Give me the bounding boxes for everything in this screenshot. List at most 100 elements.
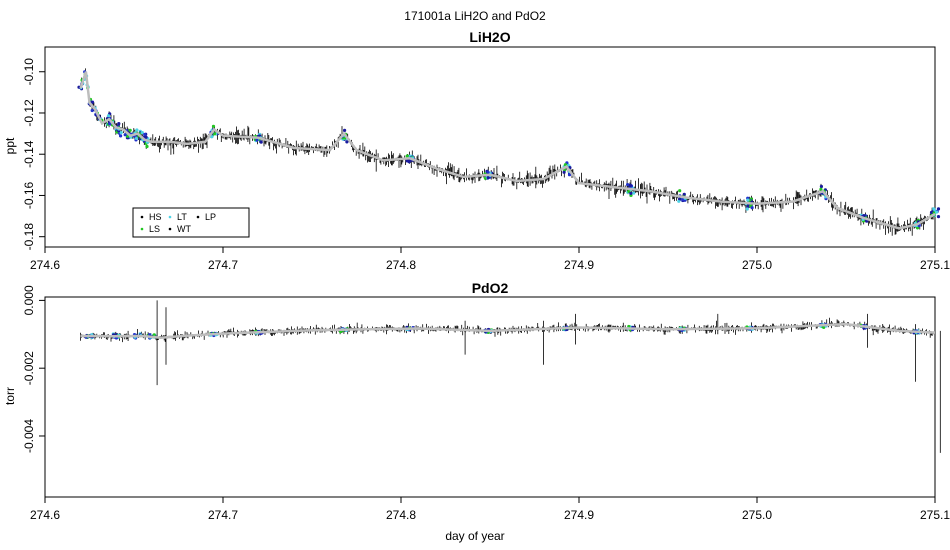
calibration-point bbox=[145, 144, 149, 149]
calibration-point bbox=[629, 191, 633, 195]
legend-marker-hs bbox=[140, 215, 144, 219]
calibration-point bbox=[405, 159, 409, 163]
calibration-point bbox=[936, 215, 941, 219]
calibration-point bbox=[140, 131, 144, 135]
pdo2-x-label: day of year bbox=[445, 529, 504, 543]
x-tick-label: 275.1 bbox=[920, 508, 950, 522]
calibration-point bbox=[107, 122, 112, 126]
calibration-point bbox=[750, 206, 754, 210]
calibration-point bbox=[819, 184, 824, 189]
calibration-point bbox=[343, 128, 347, 132]
legend-item-wt: WT bbox=[168, 224, 191, 234]
calibration-point bbox=[678, 197, 682, 201]
lih2o-panel: LiH2O 274.6 274.7 274.8 274.9 275.0 275.1 -0.… bbox=[3, 29, 950, 272]
calibration-point bbox=[123, 133, 127, 137]
pdo2-panel: PdO2 274.6 274.7 274.8 274.9 275.0 275.1 0.00… bbox=[3, 280, 950, 543]
legend-label-lt: LT bbox=[177, 212, 187, 222]
x-tick-label: 274.9 bbox=[564, 258, 594, 272]
legend-item-lp: LP bbox=[196, 212, 216, 222]
x-tick-label: 275.0 bbox=[742, 258, 772, 272]
legend-label-lp: LP bbox=[205, 212, 216, 222]
x-tick-label: 274.7 bbox=[208, 258, 238, 272]
legend-label-hs: HS bbox=[149, 212, 162, 222]
pdo2-plot-frame bbox=[44, 296, 936, 498]
y-tick-label: -0.14 bbox=[22, 140, 36, 168]
pdo2-noise-band bbox=[80, 300, 941, 453]
calibration-point bbox=[819, 187, 823, 191]
calibration-point bbox=[486, 170, 490, 174]
y-tick-label: -0.002 bbox=[22, 351, 36, 385]
x-tick-label: 274.7 bbox=[208, 508, 238, 522]
lih2o-panel-title: LiH2O bbox=[469, 29, 510, 45]
calibration-point bbox=[345, 140, 349, 144]
calibration-point bbox=[90, 108, 94, 113]
legend: HS LT LP LS WT bbox=[132, 207, 250, 238]
legend-marker-lp bbox=[196, 215, 200, 219]
calibration-point bbox=[682, 192, 686, 196]
figure-title: 171001a LiH2O and PdO2 bbox=[404, 9, 546, 23]
calibration-point bbox=[681, 198, 685, 202]
y-tick-label: -0.12 bbox=[22, 99, 36, 127]
calibration-point bbox=[936, 207, 941, 211]
calibration-point bbox=[746, 198, 750, 202]
legend-item-ls: LS bbox=[140, 224, 160, 234]
lih2o-colored-points bbox=[77, 70, 941, 230]
calibration-point bbox=[90, 100, 94, 104]
x-tick-label: 274.6 bbox=[30, 258, 60, 272]
pdo2-y-axis: 0.000 -0.002 -0.004 bbox=[22, 285, 45, 453]
calibration-point bbox=[255, 138, 259, 142]
calibration-point bbox=[106, 114, 111, 118]
lih2o-y-axis: -0.10 -0.12 -0.14 -0.16 -0.18 bbox=[22, 58, 45, 251]
calibration-point bbox=[211, 124, 216, 128]
legend-item-hs: HS bbox=[140, 212, 162, 222]
lih2o-plot-frame bbox=[44, 46, 936, 248]
x-tick-label: 274.9 bbox=[564, 508, 594, 522]
calibration-point bbox=[745, 207, 749, 211]
y-tick-label: -0.18 bbox=[22, 223, 36, 251]
calibration-point bbox=[119, 131, 123, 135]
calibration-point bbox=[935, 210, 939, 214]
y-tick-label: -0.004 bbox=[22, 419, 36, 453]
legend-marker-ls bbox=[140, 227, 144, 231]
pdo2-panel-title: PdO2 bbox=[472, 280, 509, 296]
calibration-point bbox=[144, 135, 148, 139]
calibration-point bbox=[134, 136, 139, 140]
x-tick-label: 275.1 bbox=[920, 258, 950, 272]
y-tick-label: -0.16 bbox=[22, 181, 36, 209]
x-tick-label: 274.8 bbox=[386, 508, 416, 522]
legend-label-wt: WT bbox=[177, 224, 191, 234]
x-tick-label: 275.0 bbox=[742, 508, 772, 522]
pdo2-x-axis: 274.6 274.7 274.8 274.9 275.0 275.1 bbox=[30, 497, 950, 522]
calibration-point bbox=[862, 214, 866, 218]
lih2o-y-label: ppt bbox=[3, 137, 17, 154]
calibration-point bbox=[677, 199, 681, 203]
calibration-point bbox=[486, 175, 490, 180]
calibration-point bbox=[119, 134, 123, 138]
calibration-point bbox=[152, 333, 156, 337]
pdo2-trend-line bbox=[80, 322, 936, 339]
legend-marker-lt bbox=[168, 215, 172, 219]
lih2o-x-axis: 274.6 274.7 274.8 274.9 275.0 275.1 bbox=[30, 247, 950, 272]
pdo2-y-label: torr bbox=[3, 387, 17, 405]
y-tick-label: -0.10 bbox=[22, 58, 36, 86]
legend-box bbox=[132, 207, 250, 238]
legend-item-lt: LT bbox=[168, 212, 187, 222]
calibration-point bbox=[628, 183, 633, 187]
x-tick-label: 274.6 bbox=[30, 508, 60, 522]
calibration-point bbox=[259, 140, 263, 144]
y-tick-label: 0.000 bbox=[22, 285, 36, 315]
calibration-point bbox=[143, 132, 147, 137]
calibration-point bbox=[562, 170, 566, 174]
calibration-point bbox=[932, 207, 936, 211]
calibration-point bbox=[77, 85, 81, 89]
legend-label-ls: LS bbox=[149, 224, 160, 234]
calibration-point bbox=[626, 183, 630, 187]
calibration-point bbox=[405, 154, 409, 158]
x-tick-label: 274.8 bbox=[386, 258, 416, 272]
calibration-point bbox=[213, 132, 217, 136]
noise-trace bbox=[80, 300, 941, 453]
calibration-point bbox=[678, 189, 682, 193]
calibration-point bbox=[135, 128, 139, 132]
